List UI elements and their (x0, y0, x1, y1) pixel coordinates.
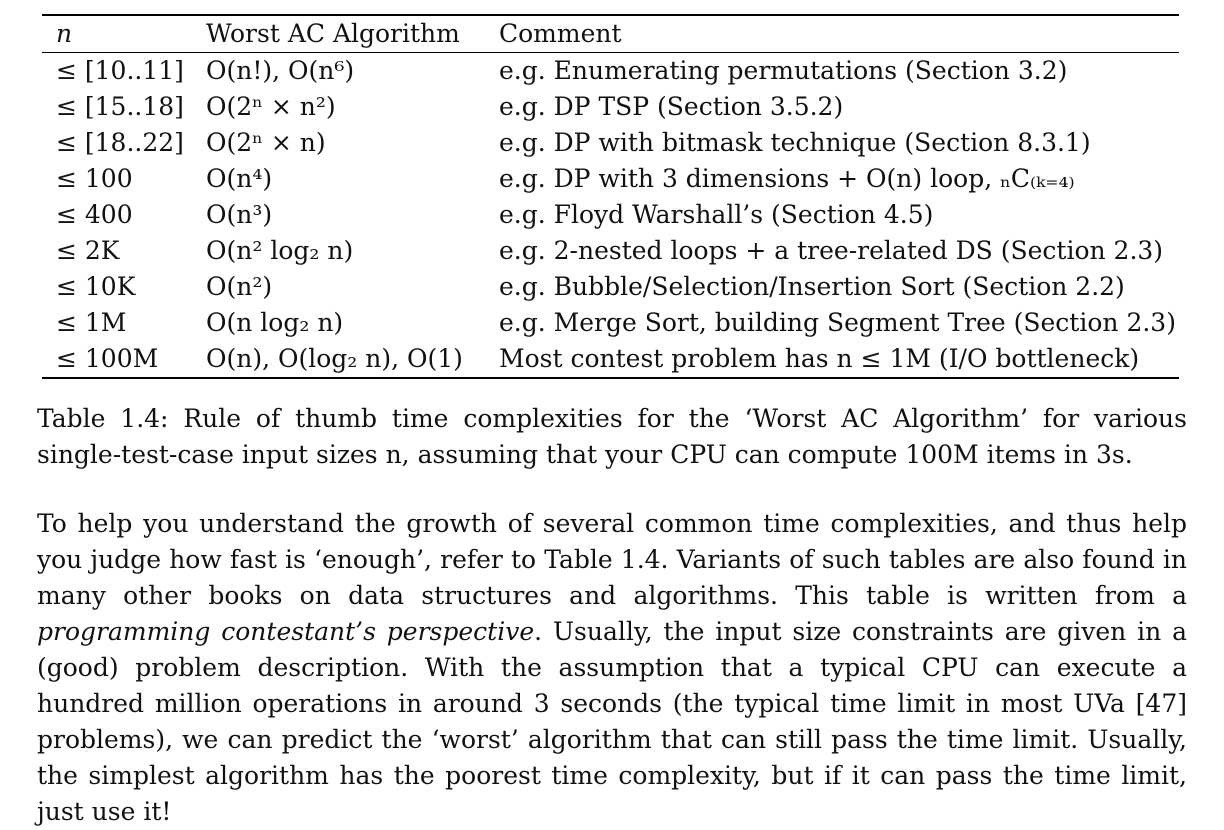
table-row: ≤ 100 O(n⁴) e.g. DP with 3 dimensions + … (42, 161, 1179, 197)
cell-comment: e.g. Bubble/Selection/Insertion Sort (Se… (499, 272, 1125, 301)
table-row: ≤ [10..11] O(n!), O(n⁶) e.g. Enumerating… (42, 53, 1179, 90)
cell-n: ≤ 10K (56, 272, 136, 301)
cell-n: ≤ [15..18] (56, 92, 184, 121)
header-row: n Worst AC Algorithm Comment (42, 15, 1179, 53)
table-caption: Table 1.4: Rule of thumb time complexiti… (37, 404, 1187, 469)
header-worst-ac-algorithm: Worst AC Algorithm (206, 19, 460, 48)
cell-algorithm: O(n³) (206, 200, 273, 229)
page: n Worst AC Algorithm Comment ≤ [10..11] … (37, 14, 1187, 826)
paragraph-emphasis: programming contestant’s perspective (37, 617, 535, 646)
cell-n: ≤ 400 (56, 200, 133, 229)
cell-algorithm: O(2ⁿ × n²) (206, 92, 336, 121)
complexity-table: n Worst AC Algorithm Comment ≤ [10..11] … (42, 14, 1179, 379)
cell-n: ≤ 2K (56, 236, 120, 265)
cell-algorithm: O(n² log₂ n) (206, 236, 354, 265)
paragraph-text-part-2: . Usually, the input size constraints ar… (37, 617, 1187, 826)
cell-algorithm: O(n log₂ n) (206, 308, 344, 337)
cell-n: ≤ [10..11] (56, 56, 184, 85)
cell-algorithm: O(n⁴) (206, 164, 273, 193)
cell-n: ≤ [18..22] (56, 128, 184, 157)
cell-comment: e.g. 2-nested loops + a tree-related DS … (499, 236, 1164, 265)
table-row: ≤ [18..22] O(2ⁿ × n) e.g. DP with bitmas… (42, 125, 1179, 161)
table-row: ≤ 2K O(n² log₂ n) e.g. 2-nested loops + … (42, 233, 1179, 269)
cell-algorithm: O(n), O(log₂ n), O(1) (206, 344, 463, 373)
table-body: ≤ [10..11] O(n!), O(n⁶) e.g. Enumerating… (42, 53, 1179, 378)
cell-n: ≤ 100 (56, 164, 133, 193)
cell-comment: e.g. DP with 3 dimensions + O(n) loop, ₙ… (499, 164, 1075, 193)
cell-comment: e.g. Floyd Warshall’s (Section 4.5) (499, 200, 934, 229)
cell-comment: e.g. DP TSP (Section 3.5.2) (499, 92, 844, 121)
cell-n: ≤ 1M (56, 308, 127, 337)
table-row: ≤ 10K O(n²) e.g. Bubble/Selection/Insert… (42, 269, 1179, 305)
table-row: ≤ [15..18] O(2ⁿ × n²) e.g. DP TSP (Secti… (42, 89, 1179, 125)
table-header: n Worst AC Algorithm Comment (42, 15, 1179, 53)
header-comment: Comment (499, 19, 622, 48)
table-row: ≤ 400 O(n³) e.g. Floyd Warshall’s (Secti… (42, 197, 1179, 233)
cell-algorithm: O(n²) (206, 272, 273, 301)
paragraph-text-part-1: To help you understand the growth of sev… (37, 509, 1187, 610)
body-paragraph: To help you understand the growth of sev… (37, 506, 1187, 830)
cell-comment: Most contest problem has n ≤ 1M (I/O bot… (499, 344, 1140, 373)
table-row: ≤ 1M O(n log₂ n) e.g. Merge Sort, buildi… (42, 305, 1179, 341)
cell-algorithm: O(2ⁿ × n) (206, 128, 326, 157)
header-n: n (56, 19, 73, 48)
table-row: ≤ 100M O(n), O(log₂ n), O(1) Most contes… (42, 341, 1179, 378)
cell-comment: e.g. Enumerating permutations (Section 3… (499, 56, 1068, 85)
complexity-table-container: n Worst AC Algorithm Comment ≤ [10..11] … (42, 14, 1179, 379)
cell-n: ≤ 100M (56, 344, 159, 373)
cell-comment: e.g. Merge Sort, building Segment Tree (… (499, 308, 1176, 337)
cell-algorithm: O(n!), O(n⁶) (206, 56, 355, 85)
cell-comment: e.g. DP with bitmask technique (Section … (499, 128, 1091, 157)
